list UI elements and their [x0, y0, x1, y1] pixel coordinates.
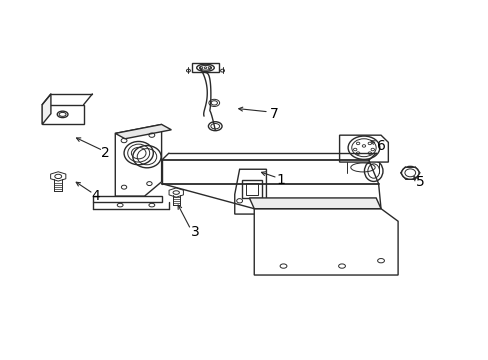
Polygon shape — [51, 172, 66, 181]
Polygon shape — [115, 125, 171, 139]
Text: 2: 2 — [101, 146, 110, 160]
Text: 7: 7 — [269, 107, 278, 121]
Polygon shape — [339, 135, 387, 162]
Polygon shape — [42, 94, 51, 125]
Polygon shape — [93, 196, 161, 202]
Polygon shape — [42, 105, 83, 125]
Polygon shape — [254, 209, 397, 275]
Polygon shape — [169, 188, 183, 197]
Text: 6: 6 — [376, 139, 385, 153]
Polygon shape — [191, 63, 219, 72]
Polygon shape — [249, 198, 380, 209]
Polygon shape — [242, 180, 261, 198]
Text: 5: 5 — [415, 175, 424, 189]
Polygon shape — [234, 169, 266, 214]
Text: 4: 4 — [91, 189, 100, 203]
Text: 1: 1 — [276, 173, 285, 187]
Text: 3: 3 — [191, 225, 200, 239]
Polygon shape — [115, 125, 161, 196]
Polygon shape — [245, 183, 257, 195]
